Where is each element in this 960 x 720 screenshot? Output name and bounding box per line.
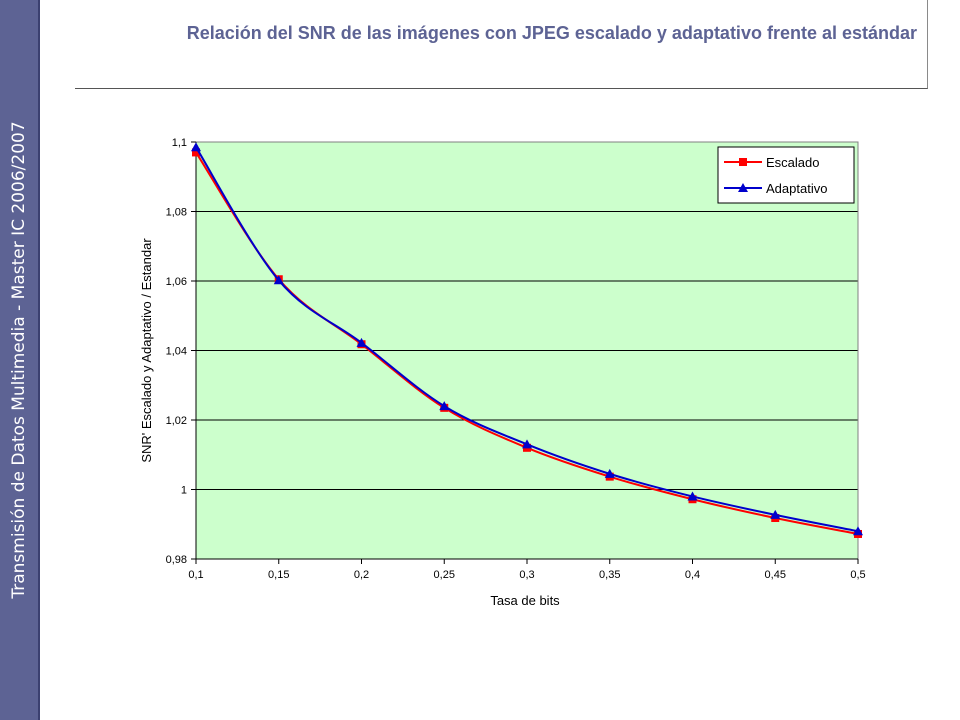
- data-point-escalado: [192, 148, 200, 157]
- y-tick-label: 1,08: [166, 207, 187, 219]
- data-point-adaptativo: [770, 509, 781, 519]
- legend-label: Adaptativo: [766, 181, 827, 196]
- y-tick-label: 1,04: [166, 346, 187, 358]
- legend-label: Escalado: [766, 155, 819, 170]
- x-tick-label: 0,15: [268, 569, 289, 581]
- data-point-adaptativo: [604, 468, 615, 478]
- y-tick-label: 1,06: [166, 276, 187, 288]
- sidebar: Transmisión de Datos Multimedia - Master…: [0, 0, 40, 720]
- data-point-adaptativo: [687, 491, 698, 501]
- y-tick-label: 1: [181, 485, 187, 497]
- data-point-adaptativo: [522, 439, 532, 449]
- x-tick-label: 0,25: [434, 569, 455, 581]
- legend-box: [717, 146, 855, 204]
- data-point-adaptativo: [853, 526, 863, 536]
- y-axis-title: SNR' Escalado y Adaptativo / Estandar: [139, 238, 154, 463]
- data-point-adaptativo: [439, 401, 450, 411]
- series-line-adaptativo: [195, 146, 859, 533]
- data-point-adaptativo: [273, 275, 284, 285]
- y-tick-label: 1,02: [166, 415, 187, 427]
- x-tick-label: 0,4: [685, 569, 700, 581]
- y-tick-label: 0,98: [166, 554, 187, 566]
- x-tick-label: 0,5: [850, 569, 865, 581]
- legend-marker: [739, 158, 747, 166]
- title-block: Relación del SNR de las imágenes con JPE…: [75, 0, 928, 89]
- x-axis-title: Tasa de bits: [490, 593, 560, 608]
- x-tick-label: 0,2: [354, 569, 369, 581]
- legend: Escalado Adaptativo: [717, 146, 855, 204]
- y-tick-label: 1,1: [172, 137, 187, 149]
- data-point-adaptativo: [356, 337, 367, 347]
- x-tick-label: 0,35: [599, 569, 620, 581]
- x-tick-label: 0,3: [519, 569, 534, 581]
- legend-marker: [738, 183, 748, 192]
- x-tick-label: 0,1: [188, 569, 203, 581]
- page-title: Relación del SNR de las imágenes con JPE…: [186, 23, 917, 43]
- data-point-adaptativo: [191, 142, 201, 152]
- x-tick-label: 0,45: [765, 569, 786, 581]
